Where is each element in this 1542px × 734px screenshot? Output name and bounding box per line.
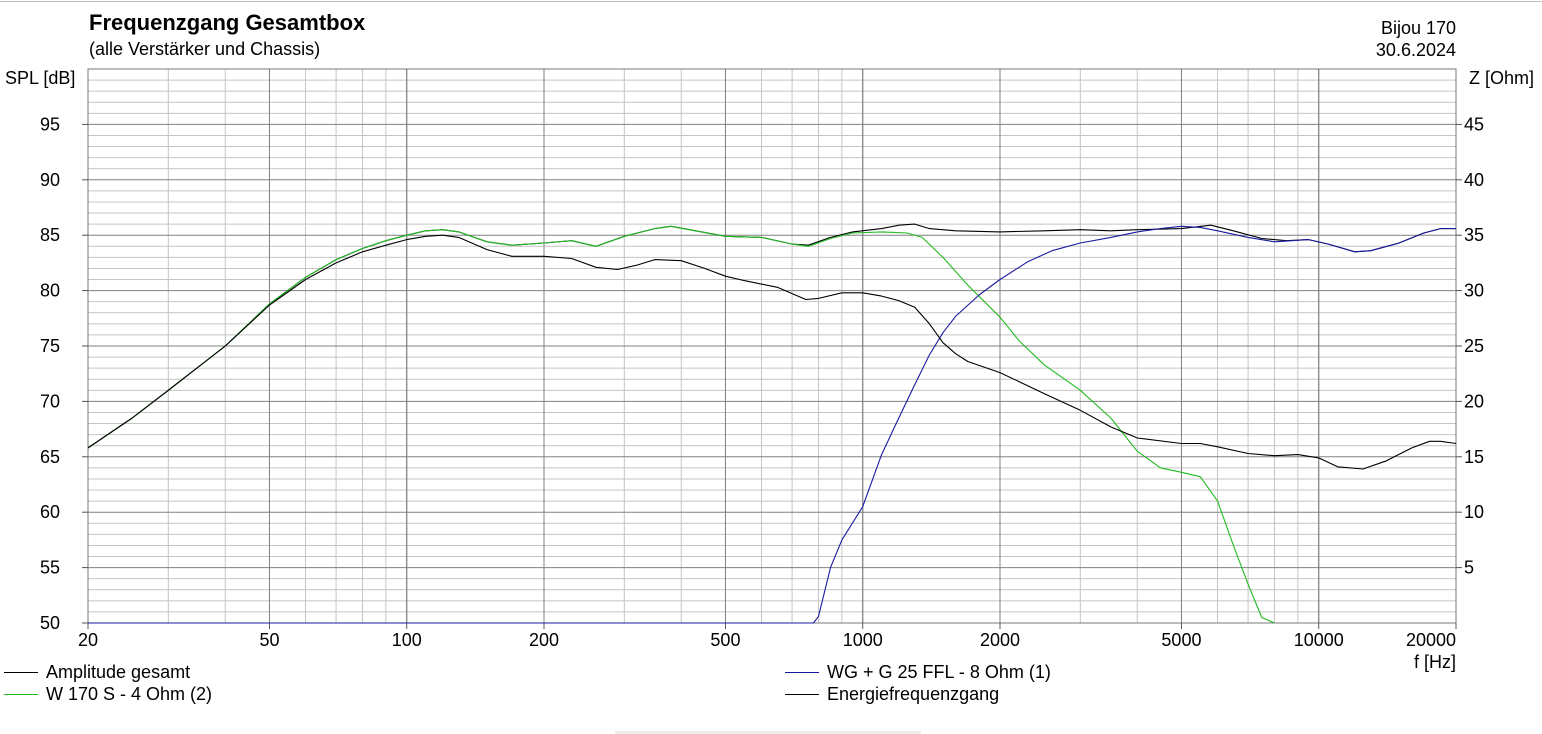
y2-tick-label: 15 <box>1464 447 1484 467</box>
y2-tick-label: 30 <box>1464 281 1484 301</box>
legend-label: Amplitude gesamt <box>46 662 191 682</box>
x-tick-label: 200 <box>529 630 559 650</box>
y-tick-label: 60 <box>40 502 60 522</box>
legend-item-amplitude: Amplitude gesamt <box>4 662 190 683</box>
x-tick-label: 10000 <box>1294 630 1344 650</box>
x-tick-label: 5000 <box>1161 630 1201 650</box>
x-tick-label: 2000 <box>980 630 1020 650</box>
measurement-date: 30.6.2024 <box>1375 40 1456 60</box>
legend-label: Energiefrequenzgang <box>827 684 1000 704</box>
legend-swatch <box>785 672 819 673</box>
product-name: Bijou 170 <box>1380 18 1456 38</box>
bottom-scroll-bar <box>615 731 921 734</box>
y-tick-label: 70 <box>40 391 60 411</box>
y2-tick-label: 20 <box>1464 391 1484 411</box>
chart-title: Frequenzgang Gesamtbox <box>89 10 366 35</box>
series-layer <box>88 223 1456 624</box>
legend-item-energy: Energiefrequenzgang <box>785 684 999 705</box>
y-tick-label: 85 <box>40 225 60 245</box>
axis-labels: 50 55 60 65 70 75 80 85 90 95 5 10 15 20 25 30 35 40 45 20 5… <box>5 68 1534 672</box>
x-tick-label: 1000 <box>843 630 883 650</box>
x-axis-title: f [Hz] <box>1414 652 1456 672</box>
y-tick-label: 80 <box>40 281 60 301</box>
legend-swatch <box>4 672 38 673</box>
series-line-tweeter <box>88 225 1456 624</box>
x-tick-label: 50 <box>259 630 279 650</box>
legend-item-tweeter: WG + G 25 FFL - 8 Ohm (1) <box>785 662 1051 683</box>
x-tick-label: 500 <box>710 630 740 650</box>
legend-label: WG + G 25 FFL - 8 Ohm (1) <box>827 662 1051 682</box>
axis-ticks <box>82 123 1462 629</box>
y-tick-label: 95 <box>40 114 60 134</box>
series-line-woofer <box>88 225 1275 624</box>
y2-tick-label: 5 <box>1464 558 1474 578</box>
chart-subtitle: (alle Verstärker und Chassis) <box>89 39 321 59</box>
y2-tick-label: 25 <box>1464 336 1484 356</box>
legend-swatch <box>4 694 38 695</box>
x-tick-label: 20000 <box>1406 630 1456 650</box>
y2-tick-label: 35 <box>1464 225 1484 245</box>
y-tick-label: 75 <box>40 336 60 356</box>
y2-tick-label: 40 <box>1464 170 1484 190</box>
major-grid <box>87 68 1457 624</box>
x-tick-label: 20 <box>78 630 98 650</box>
y2-axis-title: Z [Ohm] <box>1469 68 1534 88</box>
legend-swatch <box>785 694 819 695</box>
y-tick-label: 90 <box>40 170 60 190</box>
y-tick-label: 55 <box>40 558 60 578</box>
y-tick-label: 65 <box>40 447 60 467</box>
series-line-energy <box>88 234 1456 470</box>
y2-tick-label: 10 <box>1464 502 1484 522</box>
legend-label: W 170 S - 4 Ohm (2) <box>46 684 213 704</box>
top-rule <box>0 1 1542 2</box>
y-tick-label: 50 <box>40 613 60 633</box>
legend-item-woofer: W 170 S - 4 Ohm (2) <box>4 684 212 705</box>
y2-tick-label: 45 <box>1464 114 1484 134</box>
x-tick-label: 100 <box>392 630 422 650</box>
y-axis-title: SPL [dB] <box>5 68 75 88</box>
